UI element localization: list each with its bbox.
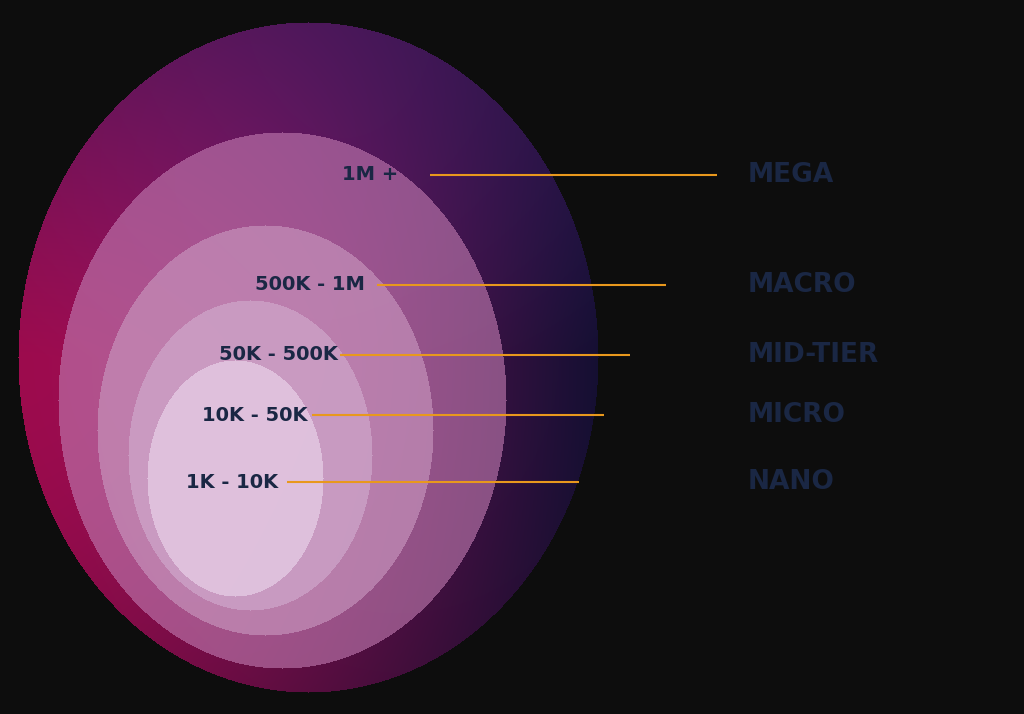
- Text: NANO: NANO: [748, 469, 835, 495]
- Text: MACRO: MACRO: [748, 272, 856, 298]
- Text: MICRO: MICRO: [748, 402, 846, 428]
- Text: MID-TIER: MID-TIER: [748, 342, 879, 368]
- Text: 50K - 500K: 50K - 500K: [218, 346, 338, 365]
- Text: 1K - 10K: 1K - 10K: [186, 473, 279, 491]
- Text: 10K - 50K: 10K - 50K: [203, 406, 308, 425]
- Text: 500K - 1M: 500K - 1M: [255, 276, 365, 294]
- Text: 1M +: 1M +: [342, 166, 398, 184]
- Text: MEGA: MEGA: [748, 162, 834, 188]
